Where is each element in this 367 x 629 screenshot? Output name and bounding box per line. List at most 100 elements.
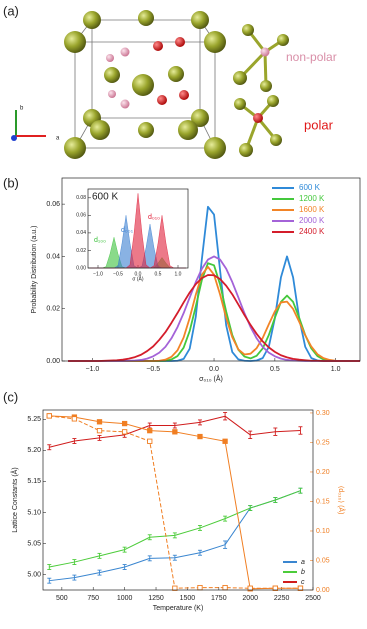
marker xyxy=(222,584,228,591)
marker xyxy=(222,438,228,444)
marker xyxy=(172,429,178,435)
y-axis-label: Probability Distribution (a.u.) xyxy=(31,226,38,314)
legend-label: c xyxy=(301,579,305,586)
marker xyxy=(71,416,78,422)
panel-label: (b) xyxy=(3,175,19,190)
error-bar xyxy=(223,540,228,549)
panel-label: (c) xyxy=(3,389,18,404)
atoms xyxy=(64,10,226,159)
error-bar xyxy=(197,419,202,426)
error-bar xyxy=(97,569,102,576)
line xyxy=(49,415,301,589)
coordinate-axes xyxy=(11,110,46,141)
y-tick-label: 5.15 xyxy=(27,478,41,485)
y-tick-label: 0.04 xyxy=(76,230,86,236)
non-polar-unit xyxy=(233,24,289,92)
marker xyxy=(272,585,278,591)
legend-label: 2400 K xyxy=(299,227,325,236)
line xyxy=(49,415,301,590)
plot-frame xyxy=(87,188,189,269)
y2-tick-label: 0.20 xyxy=(316,469,330,476)
y-tick-label: 5.20 xyxy=(27,447,41,454)
x-tick-label: 2000 xyxy=(242,595,258,602)
x-axis-label: Temperature (K) xyxy=(153,605,204,612)
y-axis-label: Lattice Constants (Å) xyxy=(10,467,19,532)
structure-label: polar xyxy=(304,117,334,132)
error-bar xyxy=(147,422,152,429)
error-bar xyxy=(197,549,202,556)
legend-label: a xyxy=(301,559,305,566)
y-tick-label: 0.02 xyxy=(46,306,60,313)
annotation: d₀₀₁ xyxy=(121,227,134,234)
x-tick-label: −1.0 xyxy=(85,366,99,373)
x-tick-label: −1.0 xyxy=(93,271,103,277)
y2-tick-label: 0.10 xyxy=(316,528,330,535)
error-bar xyxy=(223,515,228,522)
error-bar xyxy=(147,555,152,562)
x-tick-label: 0.0 xyxy=(209,366,219,373)
y-tick-label: 0.08 xyxy=(76,195,86,201)
error-bar xyxy=(72,438,77,444)
y-tick-label: 0.06 xyxy=(46,201,60,208)
x-tick-label: 1000 xyxy=(117,595,133,602)
error-bar xyxy=(147,534,152,541)
marker xyxy=(247,585,253,591)
error-bar xyxy=(72,574,77,581)
axis-label: a xyxy=(56,136,60,142)
inset-title: 600 K xyxy=(92,192,118,203)
error-bar xyxy=(298,426,303,435)
marker xyxy=(96,428,103,434)
panel-label: (a) xyxy=(3,3,19,18)
error-bar xyxy=(122,546,127,553)
error-bar xyxy=(273,497,278,503)
marker xyxy=(147,428,153,434)
y-tick-label: 5.10 xyxy=(27,509,41,516)
legend-label: 1200 K xyxy=(299,194,325,203)
x-tick-label: 1250 xyxy=(148,595,164,602)
x-axis-label: σ₀₁₀ (Å) xyxy=(199,374,223,383)
marker xyxy=(147,438,153,444)
y2-tick-label: 0.05 xyxy=(316,557,330,564)
x-tick-label: 1500 xyxy=(180,595,196,602)
legend-label: 600 K xyxy=(299,183,321,192)
error-bar xyxy=(122,564,127,570)
x-tick-label: −0.5 xyxy=(113,271,123,277)
marker xyxy=(197,584,203,591)
plot-frame xyxy=(42,409,314,591)
error-bar xyxy=(72,559,77,566)
y-tick-label: 0.00 xyxy=(76,265,86,271)
y2-tick-label: 0.30 xyxy=(316,410,330,417)
marker xyxy=(46,413,52,419)
x-tick-label: 2250 xyxy=(274,595,290,602)
error-bar xyxy=(298,487,303,494)
x-tick-label: 2500 xyxy=(305,595,321,602)
legend-label: b xyxy=(301,569,305,576)
marker xyxy=(197,433,203,440)
error-bar xyxy=(197,524,202,531)
line xyxy=(68,265,360,362)
error-bar xyxy=(172,422,177,429)
x-axis-label: σ (Å) xyxy=(132,275,143,282)
y-tick-label: 5.05 xyxy=(27,540,41,547)
x-tick-label: 500 xyxy=(56,595,68,602)
x-tick-label: 0.5 xyxy=(270,366,280,373)
error-bar xyxy=(97,434,102,441)
marker xyxy=(121,420,128,427)
error-bar xyxy=(47,564,52,570)
error-bar xyxy=(223,412,228,421)
annotation: d₀₁₀ xyxy=(148,214,160,221)
y-tick-label: 0.00 xyxy=(46,358,60,365)
y2-axis-label: ⟨d₀₁₀⟩ (Å) xyxy=(337,486,346,515)
x-tick-label: 0.5 xyxy=(155,271,162,277)
x-tick-label: −0.5 xyxy=(146,366,160,373)
x-tick-label: 1.0 xyxy=(331,366,341,373)
legend-label: 2000 K xyxy=(299,216,325,225)
y-tick-label: 5.00 xyxy=(27,571,41,578)
error-bar xyxy=(47,444,52,451)
error-bar xyxy=(248,430,253,440)
line xyxy=(68,255,360,362)
plot-frame xyxy=(61,177,361,362)
line xyxy=(68,262,360,362)
x-tick-label: 1.0 xyxy=(175,271,182,277)
